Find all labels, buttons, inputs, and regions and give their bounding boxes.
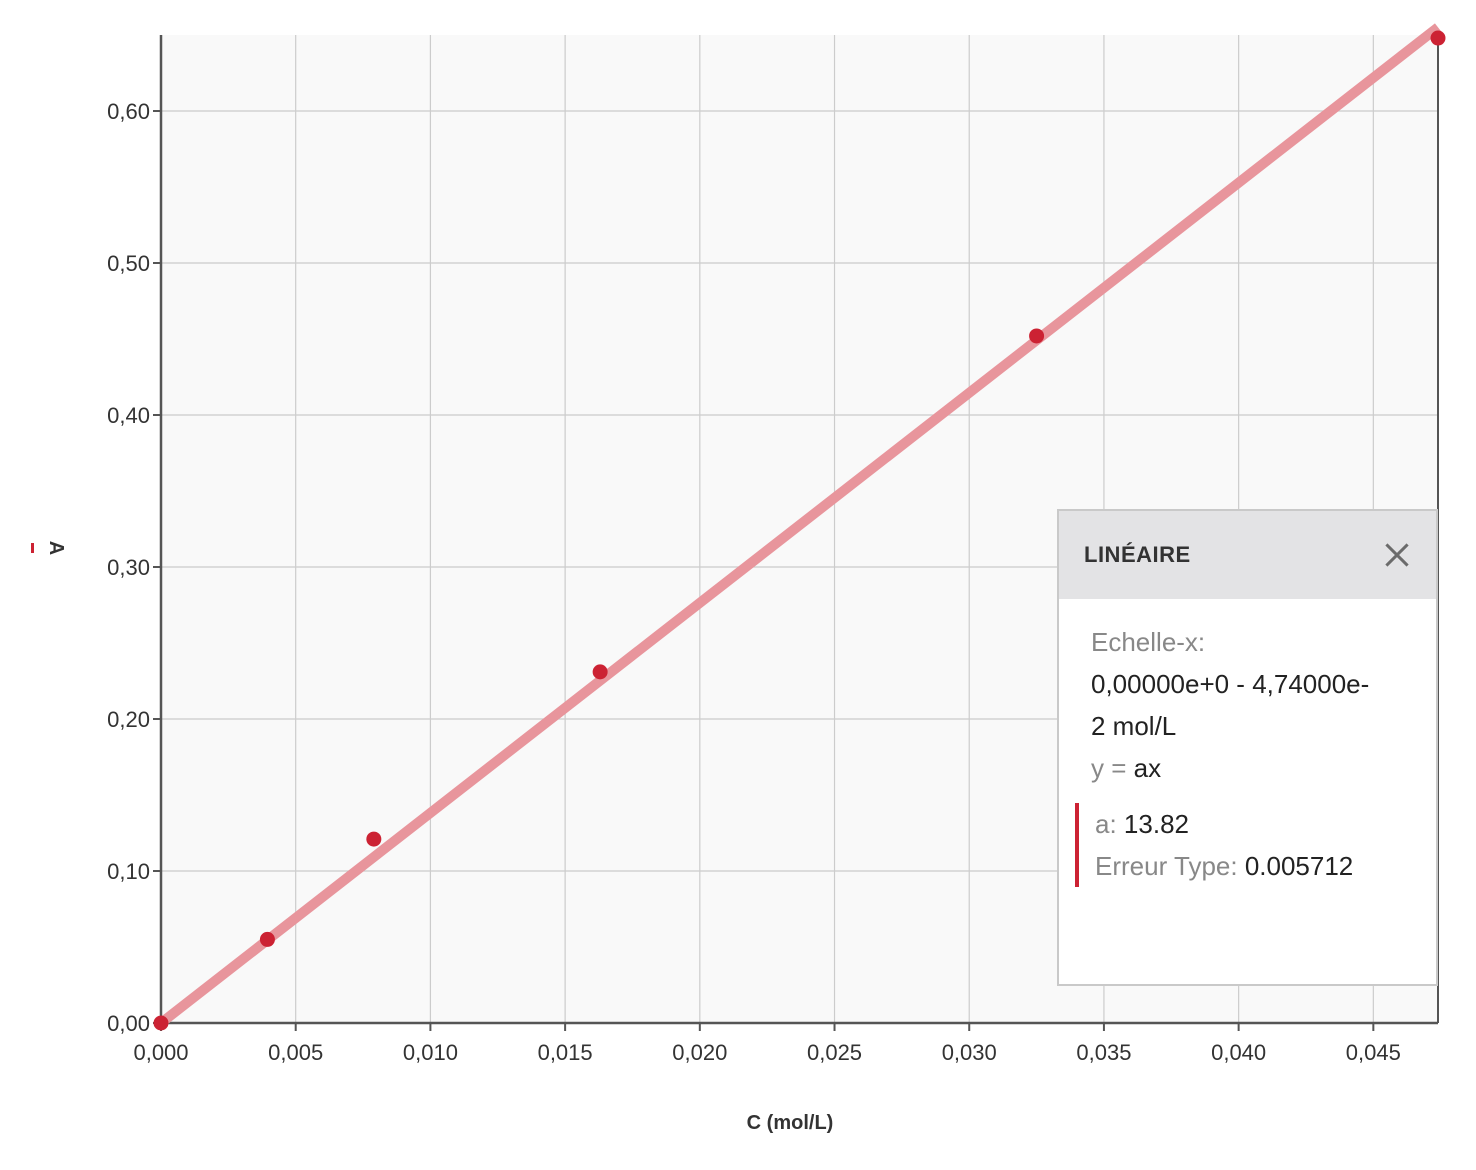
data-point[interactable]: [1029, 328, 1045, 344]
data-point[interactable]: [366, 831, 382, 847]
y-axis-title: A: [45, 541, 67, 555]
scale-range-line1: 0,00000e+0 - 4,74000e-: [1091, 669, 1370, 699]
scale-label: Echelle-x:: [1091, 627, 1206, 657]
x-tick-label: 0,010: [403, 1040, 458, 1065]
fit-panel-body: Echelle-x: 0,00000e+0 - 4,74000e- 2 mol/…: [1059, 599, 1436, 887]
y-tick-label: 0,00: [107, 1011, 150, 1036]
fit-panel-header: LINÉAIRE: [1059, 511, 1436, 599]
std-error-value: 0.005712: [1244, 851, 1354, 881]
fit-line-group: [157, 23, 1442, 1027]
fit-line: [157, 23, 1442, 1027]
param-a: a: 13.82: [1095, 803, 1416, 845]
data-point[interactable]: [153, 1015, 169, 1031]
x-tick-label: 0,035: [1076, 1040, 1131, 1065]
x-axis-ticks: 0,000 0,005 0,010 0,015 0,020 0,025 0,030 0,035…: [133, 1023, 1401, 1065]
close-icon[interactable]: [1384, 542, 1410, 568]
x-tick-label: 0,015: [538, 1040, 593, 1065]
axes: [159, 35, 1439, 1025]
param-a-label: a:: [1095, 809, 1124, 839]
data-point[interactable]: [1430, 30, 1446, 46]
x-tick-label: 0,020: [672, 1040, 727, 1065]
x-axis-title: C (mol/L): [747, 1112, 834, 1134]
y-tick-label: 0,10: [107, 859, 150, 884]
y-tick-label: 0,40: [107, 403, 150, 428]
y-tick-label: 0,30: [107, 555, 150, 580]
std-error: Erreur Type: 0.005712: [1095, 845, 1416, 887]
std-error-label: Erreur Type:: [1095, 851, 1245, 881]
y-tick-label: 0,20: [107, 707, 150, 732]
x-tick-label: 0,025: [807, 1040, 862, 1065]
y-axis-ticks: 0,00 0,10 0,20 0,30 0,40 0,50 0,60: [107, 99, 161, 1036]
fit-parameters: a: 13.82 Erreur Type: 0.005712: [1075, 803, 1416, 887]
x-tick-label: 0,030: [942, 1040, 997, 1065]
data-point[interactable]: [592, 664, 608, 680]
data-points: [153, 30, 1446, 1031]
y-axis-series-marker: [31, 543, 34, 553]
equation: y = ax: [1091, 747, 1416, 789]
x-tick-label: 0,005: [268, 1040, 323, 1065]
x-tick-label: 0,000: [133, 1040, 188, 1065]
x-tick-label: 0,045: [1346, 1040, 1401, 1065]
equation-label: y =: [1091, 753, 1134, 783]
x-tick-label: 0,040: [1211, 1040, 1266, 1065]
equation-value: ax: [1133, 753, 1162, 783]
scale-range-line2: 2 mol/L: [1091, 711, 1177, 741]
data-point[interactable]: [259, 931, 275, 947]
fit-panel: LINÉAIRE Echelle-x: 0,00000e+0 - 4,74000…: [1057, 509, 1438, 986]
fit-panel-title: LINÉAIRE: [1084, 542, 1191, 567]
param-a-value: 13.82: [1123, 809, 1189, 839]
y-tick-label: 0,60: [107, 99, 150, 124]
y-tick-label: 0,50: [107, 251, 150, 276]
